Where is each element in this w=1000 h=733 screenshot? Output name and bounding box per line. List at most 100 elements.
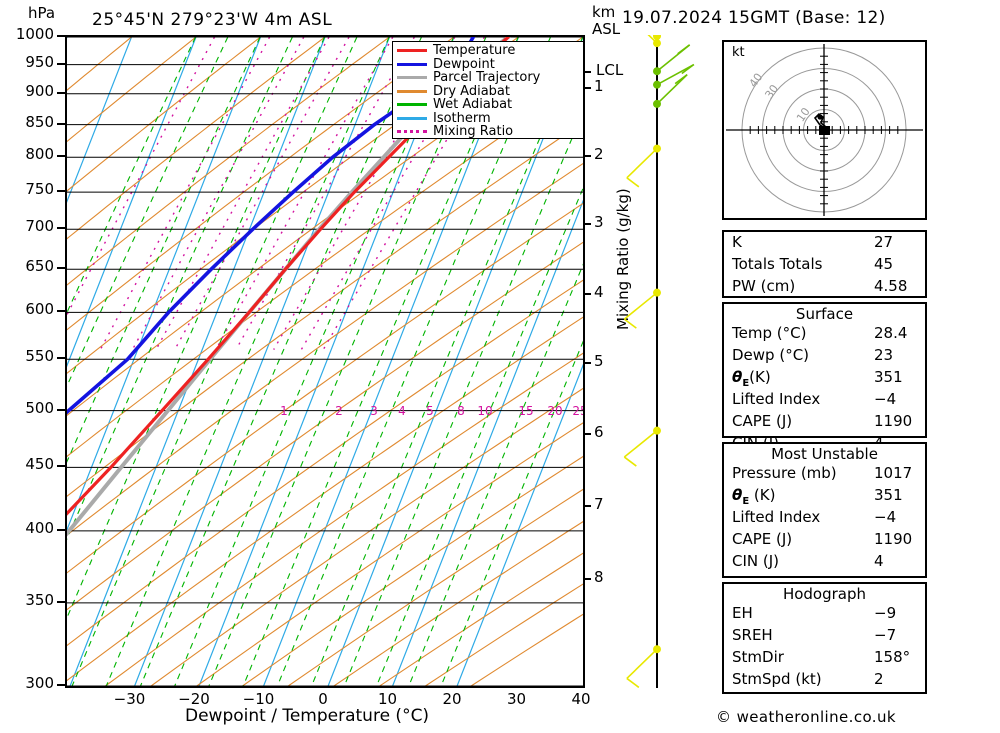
altitude-tick <box>583 505 591 508</box>
mixing-ratio-line <box>174 37 350 350</box>
pressure-tick-label: 900 <box>25 81 54 100</box>
stat-key: Pressure (mb) <box>732 464 837 482</box>
panel-title: Most Unstable <box>771 445 878 463</box>
legend-item: Dry Adiabat <box>397 85 579 99</box>
stat-key: Dewp (°C) <box>732 346 810 364</box>
hodograph-plot: kt 10 30 40 <box>722 40 927 220</box>
stat-row: PW (cm) 4.58 <box>724 276 925 298</box>
stat-row: Pressure (mb) 1017 <box>724 463 925 485</box>
stat-row: CIN (J) 4 <box>724 551 925 573</box>
dry-adiabat-line <box>67 37 390 286</box>
stat-value: 27 <box>874 233 894 251</box>
hodograph-point <box>817 114 823 120</box>
stat-value: 158° <box>874 648 911 666</box>
altitude-tick-label: 1 <box>594 77 604 96</box>
legend-item: Mixing Ratio <box>397 125 579 139</box>
stat-row: Temp (°C) 28.4 <box>724 323 925 345</box>
altitude-tick <box>583 87 591 90</box>
wet-adiabat-line <box>408 263 583 686</box>
legend-swatch <box>397 103 427 107</box>
stat-row: Lifted Index −4 <box>724 389 925 411</box>
hodograph-stats-panel: Hodograph EH −9 SREH −7 StmDir 158° StmSpd (kt)… <box>722 582 927 694</box>
pressure-tick <box>57 267 65 270</box>
stat-key: θE (K) <box>732 486 776 507</box>
stat-key: θE(K) <box>732 368 771 389</box>
altitude-tick-label: 5 <box>594 352 604 371</box>
pressure-tick-label: 1000 <box>15 25 54 43</box>
surface-panel: Surface Temp (°C) 28.4 Dewp (°C) 23 θE(K) 351 L… <box>722 302 927 452</box>
wet-adiabat-line <box>67 37 229 388</box>
pressure-tick <box>57 91 65 94</box>
wet-adiabat-line <box>343 110 583 686</box>
stat-key: Lifted Index <box>732 390 821 408</box>
legend-label: Dewpoint <box>433 56 495 72</box>
legend-swatch <box>397 130 427 134</box>
stat-row: EH −9 <box>724 603 925 625</box>
stat-value: −9 <box>874 604 897 622</box>
pressure-tick-label: 300 <box>25 674 54 692</box>
mixing-ratio-label: 20 <box>547 404 563 418</box>
pressure-tick <box>57 227 65 230</box>
isotherm-line <box>327 37 583 686</box>
dry-adiabat-line <box>67 37 132 91</box>
wind-barb-feather <box>626 177 640 188</box>
skewt-diagram: 1 2 3 4 5 8 10 15 20 25 <box>65 35 585 688</box>
altitude-tick <box>583 362 591 365</box>
altitude-tick-label: 8 <box>594 568 604 587</box>
wet-adiabat-line <box>105 37 390 686</box>
pressure-tick <box>57 190 65 193</box>
pressure-tick <box>57 528 65 531</box>
mixing-ratio-line <box>67 37 216 317</box>
isotherm-line <box>198 37 455 686</box>
wind-barb-feather <box>677 44 691 55</box>
pressure-tick-label: 450 <box>25 455 54 474</box>
pressure-tick <box>57 62 65 65</box>
pressure-tick-label: 350 <box>25 590 54 609</box>
stat-row: K 27 <box>724 232 925 254</box>
dry-adiabat-line <box>196 422 583 686</box>
wind-barb-shaft <box>656 74 688 105</box>
pressure-tick-label: 650 <box>25 257 54 276</box>
stat-value: 1190 <box>874 530 913 548</box>
wind-barb-shaft <box>626 648 658 680</box>
legend-label: Dry Adiabat <box>433 83 510 99</box>
pressure-tick <box>57 408 65 411</box>
legend-swatch <box>397 76 427 80</box>
wind-barb-feather <box>674 74 688 85</box>
mixing-ratio-label: 1 <box>280 404 288 418</box>
stat-row: StmDir 158° <box>724 647 925 669</box>
altitude-unit-km: km <box>592 3 616 21</box>
isotherm-line <box>392 199 583 686</box>
dry-adiabat-line <box>67 316 583 682</box>
wind-barb-feather <box>623 318 637 329</box>
stat-key: Temp (°C) <box>732 324 807 342</box>
pressure-tick-label: 400 <box>25 518 54 537</box>
altitude-tick-label: 4 <box>594 282 604 301</box>
stat-key: CAPE (J) <box>732 412 793 430</box>
stat-row: θE(K) 351 <box>724 367 925 389</box>
stat-key: EH <box>732 604 753 622</box>
stat-value: 1017 <box>874 464 913 482</box>
legend-label: Parcel Trajectory <box>433 70 541 86</box>
mixing-ratio-label: 2 <box>335 404 343 418</box>
dry-adiabat-line <box>379 552 583 686</box>
isotherm-line <box>456 363 583 686</box>
wind-barb-feather <box>626 677 640 689</box>
wet-adiabat-line <box>67 37 326 619</box>
stat-value: −4 <box>874 390 897 408</box>
dry-adiabat-line <box>470 613 583 686</box>
mixing-ratio-label: 10 <box>477 404 493 418</box>
legend-label: Mixing Ratio <box>433 124 514 140</box>
isotherm-lines <box>67 37 583 686</box>
mixing-ratio-label: 3 <box>370 404 378 418</box>
pressure-unit-label: hPa <box>28 4 56 22</box>
pressure-tick-label: 800 <box>25 145 54 164</box>
date-title: 19.07.2024 15GMT (Base: 12) <box>622 8 886 28</box>
page-title: 25°45'N 279°23'W 4m ASL <box>92 10 333 30</box>
isotherm-line <box>67 37 197 368</box>
mixing-ratio-label: 25 <box>572 404 583 418</box>
mixing-ratio-label: 5 <box>426 404 434 418</box>
wind-barb-feather <box>623 456 637 467</box>
stat-value: 4.58 <box>874 277 908 295</box>
legend: Temperature Dewpoint Parcel Trajectory Dry … <box>392 41 584 139</box>
